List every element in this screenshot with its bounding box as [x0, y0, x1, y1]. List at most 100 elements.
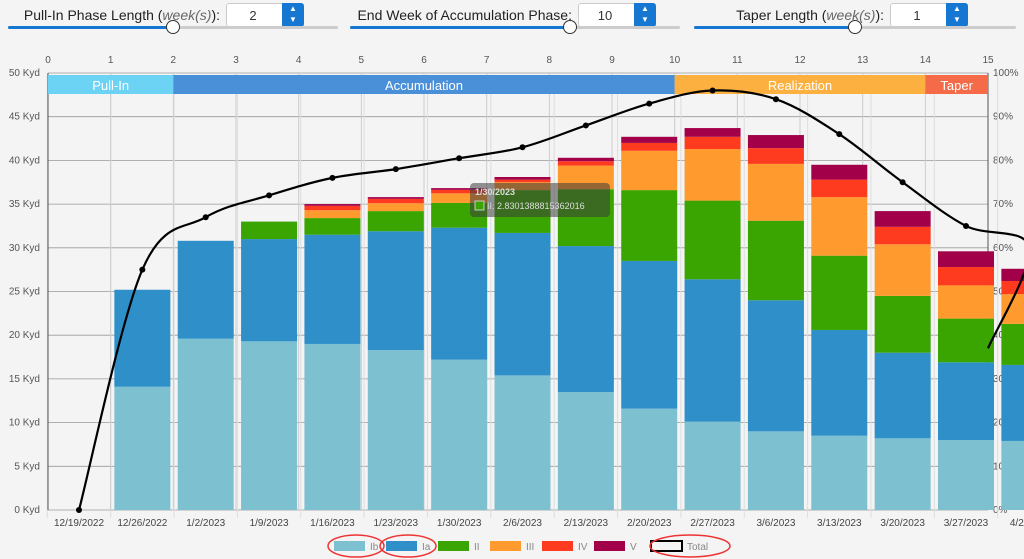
- bar-segment-ib: [177, 338, 234, 510]
- week-tick-label: 14: [920, 55, 932, 66]
- spinner-arrows-icon[interactable]: ▲ ▼: [282, 3, 304, 27]
- control-label: Pull-In Phase Length (week(s)):: [24, 7, 220, 23]
- phase-label: Realization: [768, 78, 832, 93]
- bar-segment-ia: [367, 231, 424, 351]
- legend-label: V: [630, 542, 637, 553]
- bar-segment-ib: [494, 375, 551, 510]
- x-tick-label: 12/26/2022: [117, 518, 167, 529]
- legend-item-v[interactable]: V: [594, 541, 637, 553]
- bar-segment-v: [557, 157, 614, 162]
- control-label-text: Pull-In Phase Length (: [23, 7, 163, 23]
- bar-segment-iii: [431, 193, 488, 203]
- slider-fill: [350, 26, 571, 29]
- legend-swatch: [386, 541, 417, 551]
- bar-segment-ia: [494, 232, 551, 376]
- bar-segment-iv: [367, 198, 424, 204]
- week-tick-label: 12: [794, 55, 806, 66]
- bar-segment-v: [367, 197, 424, 199]
- bar-segment-ib: [1001, 440, 1024, 510]
- slider-handle[interactable]: [563, 20, 578, 34]
- legend-label: Ib: [370, 542, 379, 553]
- slider[interactable]: [8, 20, 338, 34]
- tooltip-text: II: 2.8301388815362016: [487, 201, 585, 211]
- number-input[interactable]: 2 ▲ ▼: [226, 3, 304, 27]
- control-2: End Week of Accumulation Phase: 10 ▲ ▼: [0, 0, 1024, 36]
- control-label-text: Taper Length (: [736, 7, 827, 23]
- bar-segment-ib: [684, 421, 741, 510]
- spinner-arrows-icon[interactable]: ▲ ▼: [946, 3, 968, 27]
- x-tick-label: 1/23/2023: [374, 518, 419, 529]
- bar-segment-iv: [557, 161, 614, 166]
- legend-item-ia[interactable]: Ia: [379, 534, 437, 558]
- legend-item-total[interactable]: Total: [649, 534, 731, 558]
- total-point: [899, 179, 906, 186]
- bar-segment-v: [494, 177, 551, 180]
- y-tick-label: 10 Kyd: [9, 418, 40, 429]
- bar-segment-v: [431, 188, 488, 190]
- x-tick-label: 3/6/2023: [756, 518, 795, 529]
- x-tick-label: 12/19/2022: [54, 518, 104, 529]
- bar-segment-ia: [874, 352, 931, 439]
- week-tick-label: 15: [982, 55, 994, 66]
- bar-segment-iii: [938, 285, 994, 319]
- bar-segment-ii: [241, 221, 298, 240]
- week-tick-label: 7: [484, 55, 490, 66]
- slider-handle[interactable]: [166, 20, 180, 34]
- week-tick-label: 6: [421, 55, 427, 66]
- bar-segment-iv: [747, 148, 804, 164]
- legend-label: III: [526, 542, 534, 553]
- y2-tick-label: 90%: [993, 112, 1013, 123]
- bar-segment-ii: [367, 211, 424, 232]
- bar-segment-v: [1001, 268, 1024, 282]
- slider-handle[interactable]: [848, 20, 862, 34]
- y-tick-label: 35 Kyd: [9, 199, 40, 210]
- number-input[interactable]: 1 ▲ ▼: [890, 3, 968, 27]
- bar-segment-iv: [684, 136, 741, 150]
- y-tick-label: 20 Kyd: [9, 330, 40, 341]
- x-tick-label: 1/9/2023: [250, 518, 289, 529]
- slider-fill: [8, 26, 173, 29]
- legend-swatch: [542, 541, 573, 551]
- slider[interactable]: [694, 20, 1016, 34]
- x-tick-label: 3/13/2023: [817, 518, 862, 529]
- bar-segment-v: [811, 164, 868, 180]
- bar-segment-iii: [367, 203, 424, 212]
- week-tick-label: 9: [609, 55, 615, 66]
- number-input[interactable]: 10 ▲ ▼: [578, 3, 656, 27]
- bar-segment-v: [874, 211, 931, 227]
- legend-item-ib[interactable]: Ib: [327, 534, 385, 558]
- tooltip-title: 1/30/2023: [475, 187, 515, 197]
- total-point: [772, 96, 779, 103]
- control-suffix: ):: [211, 7, 220, 23]
- bar-segment-v: [304, 204, 361, 206]
- bar-segment-iii: [1001, 294, 1024, 324]
- spinner-arrows-icon[interactable]: ▲ ▼: [634, 3, 656, 27]
- y-tick-label: 15 Kyd: [9, 374, 40, 385]
- number-value: 10: [597, 8, 613, 23]
- legend-item-ii[interactable]: II: [438, 541, 480, 553]
- total-point: [519, 144, 526, 151]
- total-point: [266, 192, 273, 199]
- total-point: [202, 214, 209, 221]
- x-tick-label: 1/2/2023: [186, 518, 225, 529]
- legend-swatch: [650, 540, 683, 552]
- bar-segment-ib: [114, 386, 171, 510]
- bar-segment-ii: [811, 255, 868, 330]
- number-value: 1: [913, 8, 921, 23]
- legend-label: Total: [687, 542, 708, 553]
- total-point: [963, 222, 969, 229]
- bar-segment-iii: [621, 150, 678, 191]
- bar-segment-ia: [177, 240, 234, 339]
- bar-segment-ib: [431, 359, 488, 510]
- bar-segment-ib: [304, 343, 361, 510]
- x-tick-label: 2/6/2023: [503, 518, 542, 529]
- control-label: Taper Length (week(s)):: [736, 7, 884, 23]
- legend-item-iii[interactable]: III: [490, 541, 534, 553]
- bar-segment-v: [684, 128, 741, 137]
- control-3: Taper Length (week(s)): 1 ▲ ▼: [0, 0, 1024, 36]
- control-unit: week(s): [826, 7, 876, 23]
- bar-segment-ii: [874, 295, 931, 353]
- legend-item-iv[interactable]: IV: [542, 541, 588, 553]
- control-unit: week(s): [162, 7, 212, 23]
- slider[interactable]: [350, 20, 680, 34]
